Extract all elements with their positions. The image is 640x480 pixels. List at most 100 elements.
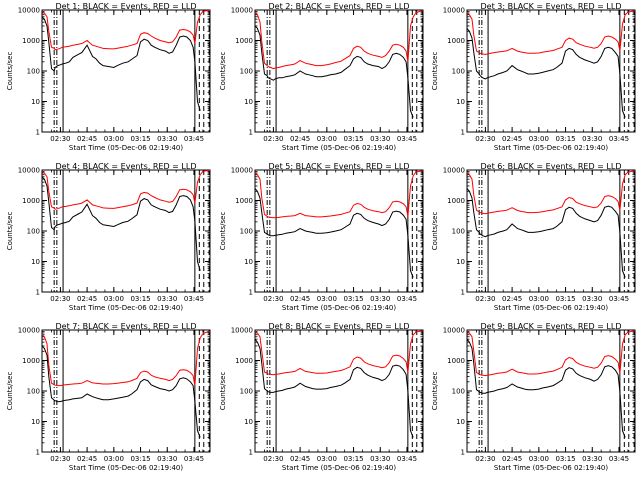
x-tick-label: 02:45 [290,135,310,143]
x-tick-label: 03:00 [317,135,337,143]
x-tick-label: 03:45 [397,455,417,463]
y-tick-label: 1000 [22,357,40,365]
x-tick-label: 02:30 [50,455,70,463]
x-tick-label: 03:30 [582,455,602,463]
plot-area [255,10,423,132]
y-tick-label: 1000 [447,357,465,365]
detector-panel-5: Det 5: BLACK = Events, RED = LLD 1 10 100 10… [219,162,424,312]
y-axis-label: Counts/sec [219,372,227,411]
x-tick-label: 03:15 [130,295,150,303]
x-tick-label: 03:45 [609,295,629,303]
y-axis-label: Counts/sec [6,212,14,251]
x-tick-label: 03:00 [529,455,549,463]
x-tick-label: 03:00 [317,455,337,463]
lld-rate-line [255,10,423,70]
x-tick-label: 02:45 [502,295,522,303]
y-tick-label: 100 [240,68,253,76]
panel-title: Det 2: BLACK = Events, RED = LLD [269,2,410,11]
plot-area [42,170,210,292]
y-tick-label: 1 [36,449,40,457]
event-rate-line [467,338,626,438]
y-tick-label: 100 [240,228,253,236]
y-tick-label: 1000 [22,37,40,45]
y-tick-label: 10 [244,98,253,106]
y-tick-label: 10000 [231,7,253,15]
panel-title: Det 7: BLACK = Events, RED = LLD [56,322,197,331]
plot-area [467,170,635,292]
panel-title: Det 5: BLACK = Events, RED = LLD [269,162,410,171]
detector-panel-3: Det 3: BLACK = Events, RED = LLD 1 10 100 10… [431,2,636,152]
detector-panel-1: Det 1: BLACK = Events, RED = LLD 1 10 100 10… [6,2,211,152]
y-tick-label: 10 [31,418,40,426]
y-axis-label: Counts/sec [6,52,14,91]
x-tick-label: 03:30 [370,295,390,303]
plot-area [42,10,210,132]
lld-rate-line [255,170,423,219]
x-tick-label: 03:30 [157,295,177,303]
y-tick-label: 1 [249,449,253,457]
x-tick-label: 03:45 [609,135,629,143]
y-tick-label: 100 [452,228,465,236]
x-axis-label: Start Time (05-Dec-06 02:19:40) [69,304,183,312]
detector-panel-9: Det 9: BLACK = Events, RED = LLD 1 10 100 10… [431,322,636,472]
y-axis-label: Counts/sec [219,212,227,251]
plot-area [467,10,635,132]
panel-title: Det 9: BLACK = Events, RED = LLD [481,322,622,331]
y-tick-label: 100 [240,388,253,396]
x-tick-label: 03:30 [370,135,390,143]
x-tick-label: 03:30 [157,455,177,463]
y-tick-label: 10000 [443,167,465,175]
lld-rate-line [467,330,635,377]
x-tick-label: 02:45 [77,135,97,143]
y-tick-label: 1000 [447,37,465,45]
x-tick-label: 02:30 [263,135,283,143]
x-tick-label: 02:45 [502,455,522,463]
y-tick-label: 10000 [18,167,40,175]
panel-title: Det 6: BLACK = Events, RED = LLD [481,162,622,171]
x-tick-label: 03:00 [104,135,124,143]
x-axis-label: Start Time (05-Dec-06 02:19:40) [69,464,183,472]
panel-title: Det 8: BLACK = Events, RED = LLD [269,322,410,331]
plot-area [467,330,635,452]
detector-panel-4: Det 4: BLACK = Events, RED = LLD 1 10 100 10… [6,162,211,312]
x-tick-label: 03:15 [130,135,150,143]
x-tick-label: 03:45 [397,295,417,303]
x-tick-label: 02:30 [475,295,495,303]
x-tick-label: 03:45 [184,135,204,143]
x-tick-label: 03:45 [609,455,629,463]
y-tick-label: 100 [27,228,40,236]
lld-rate-line [42,170,210,210]
x-tick-label: 03:00 [317,295,337,303]
x-axis-label: Start Time (05-Dec-06 02:19:40) [69,144,183,152]
x-axis-label: Start Time (05-Dec-06 02:19:40) [494,144,608,152]
x-axis-label: Start Time (05-Dec-06 02:19:40) [282,464,396,472]
y-tick-label: 100 [452,68,465,76]
y-tick-label: 100 [27,388,40,396]
x-tick-label: 02:45 [290,295,310,303]
x-tick-label: 03:00 [529,135,549,143]
x-tick-label: 03:00 [104,295,124,303]
y-tick-label: 10 [31,98,40,106]
x-axis-label: Start Time (05-Dec-06 02:19:40) [282,144,396,152]
panel-title: Det 3: BLACK = Events, RED = LLD [481,2,622,11]
x-tick-label: 02:45 [290,455,310,463]
y-tick-label: 10 [31,258,40,266]
y-tick-label: 10000 [18,327,40,335]
y-tick-label: 1 [249,289,253,297]
x-tick-label: 02:30 [50,295,70,303]
y-tick-label: 1000 [235,197,253,205]
y-tick-label: 1000 [22,197,40,205]
y-tick-label: 1 [461,129,465,137]
x-tick-label: 03:45 [184,455,204,463]
x-tick-label: 02:45 [77,295,97,303]
lld-rate-line [467,170,635,215]
event-rate-line [467,28,626,118]
y-tick-label: 10000 [443,327,465,335]
y-tick-label: 1 [249,129,253,137]
event-rate-line [255,338,414,438]
event-rate-line [255,188,414,278]
plot-area [42,330,210,452]
event-rate-line [42,16,201,111]
y-axis-label: Counts/sec [6,372,14,411]
x-tick-label: 03:45 [184,295,204,303]
